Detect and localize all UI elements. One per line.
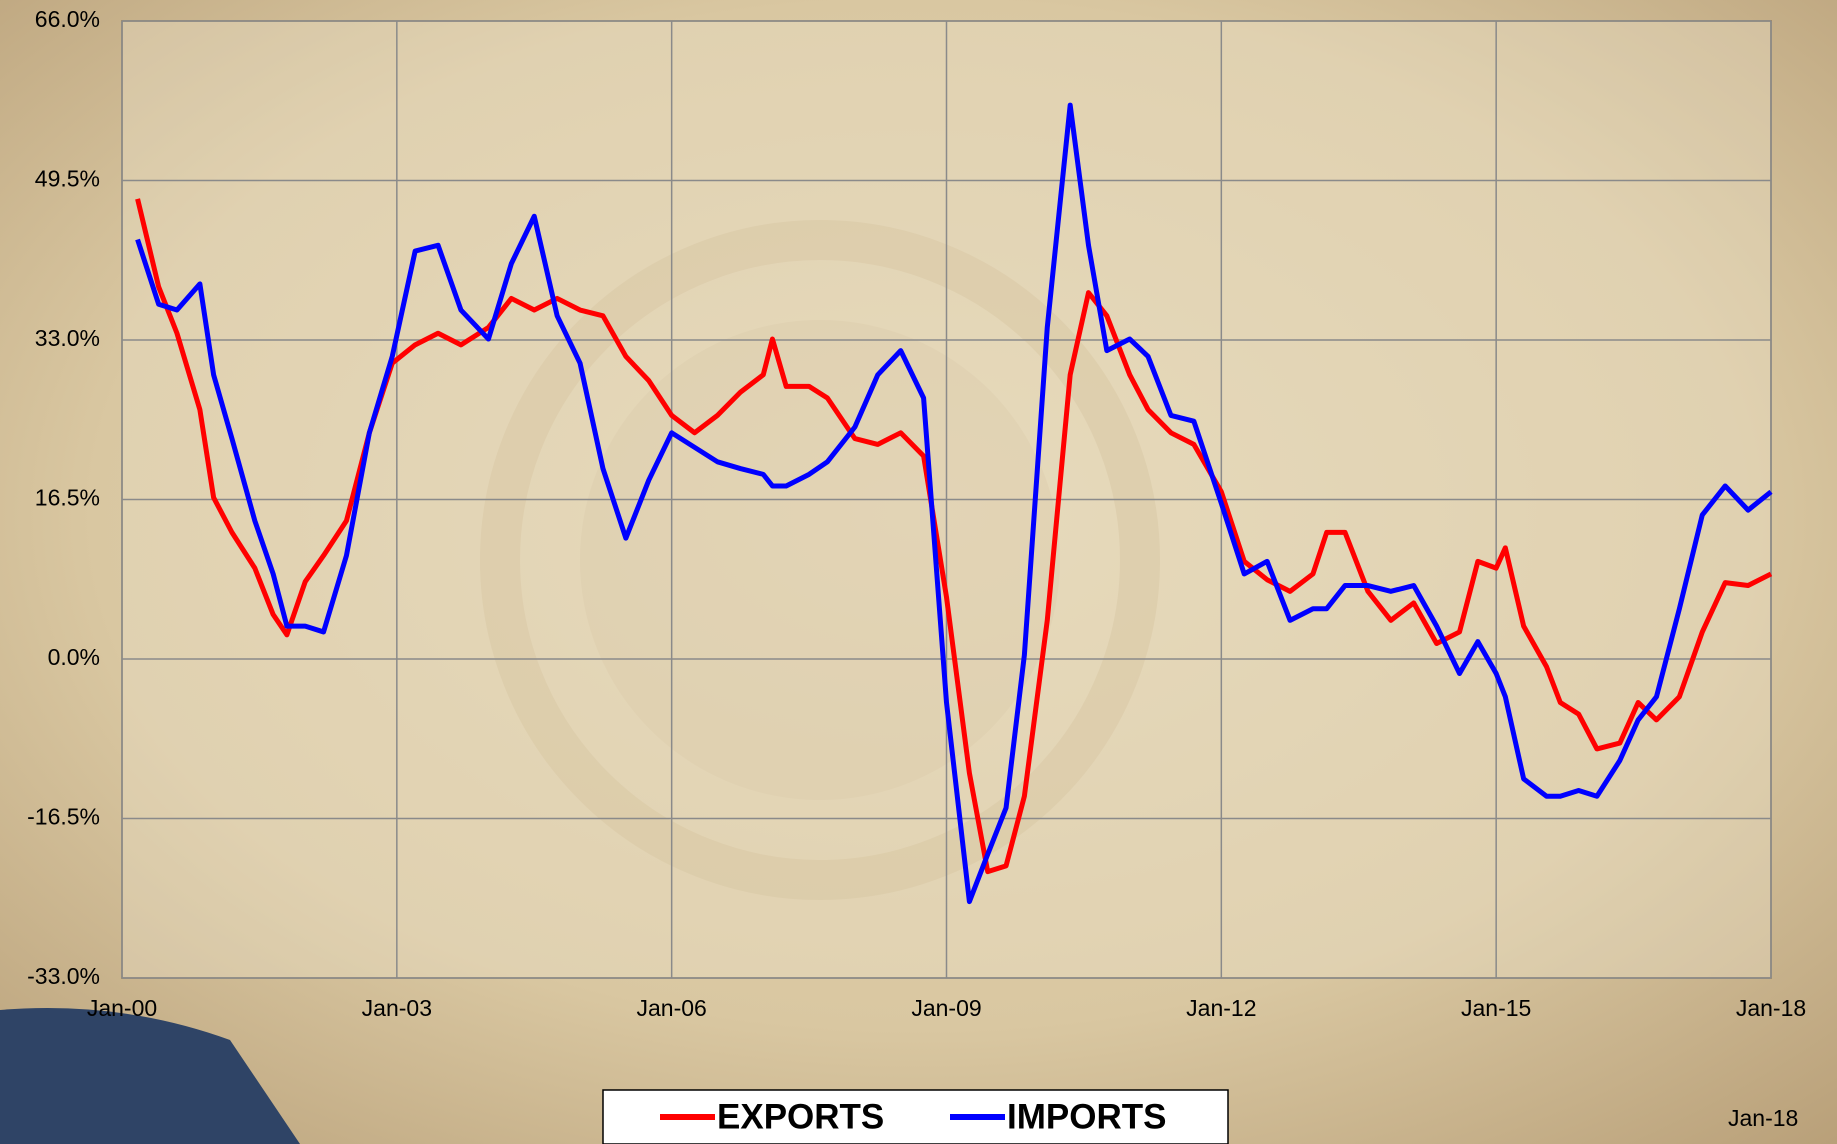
x-tick-label: Jan-18: [1736, 995, 1806, 1021]
data-line: [135, 102, 1773, 905]
corner-decoration: [0, 1008, 300, 1144]
x-tick-label: Jan-12: [1186, 995, 1256, 1021]
annotation: Jan-18: [1728, 1105, 1798, 1131]
x-tick-label: Jan-09: [911, 995, 981, 1021]
y-tick-label: 49.5%: [35, 166, 100, 192]
decoration: [580, 320, 1060, 800]
legend-label: EXPORTS: [717, 1097, 884, 1136]
y-tick-label: 66.0%: [35, 6, 100, 32]
x-tick-label: Jan-06: [637, 995, 707, 1021]
decoration: [480, 220, 1160, 900]
x-tick-label: Jan-00: [87, 995, 157, 1021]
legend-label: IMPORTS: [1007, 1097, 1166, 1136]
y-tick-label: -33.0%: [27, 963, 100, 989]
x-tick-label: Jan-03: [362, 995, 432, 1021]
y-tick-label: 0.0%: [48, 644, 100, 670]
y-tick-label: 33.0%: [35, 325, 100, 351]
x-tick-label: Jan-15: [1461, 995, 1531, 1021]
y-tick-label: 16.5%: [35, 485, 100, 511]
y-tick-label: -16.5%: [27, 804, 100, 830]
